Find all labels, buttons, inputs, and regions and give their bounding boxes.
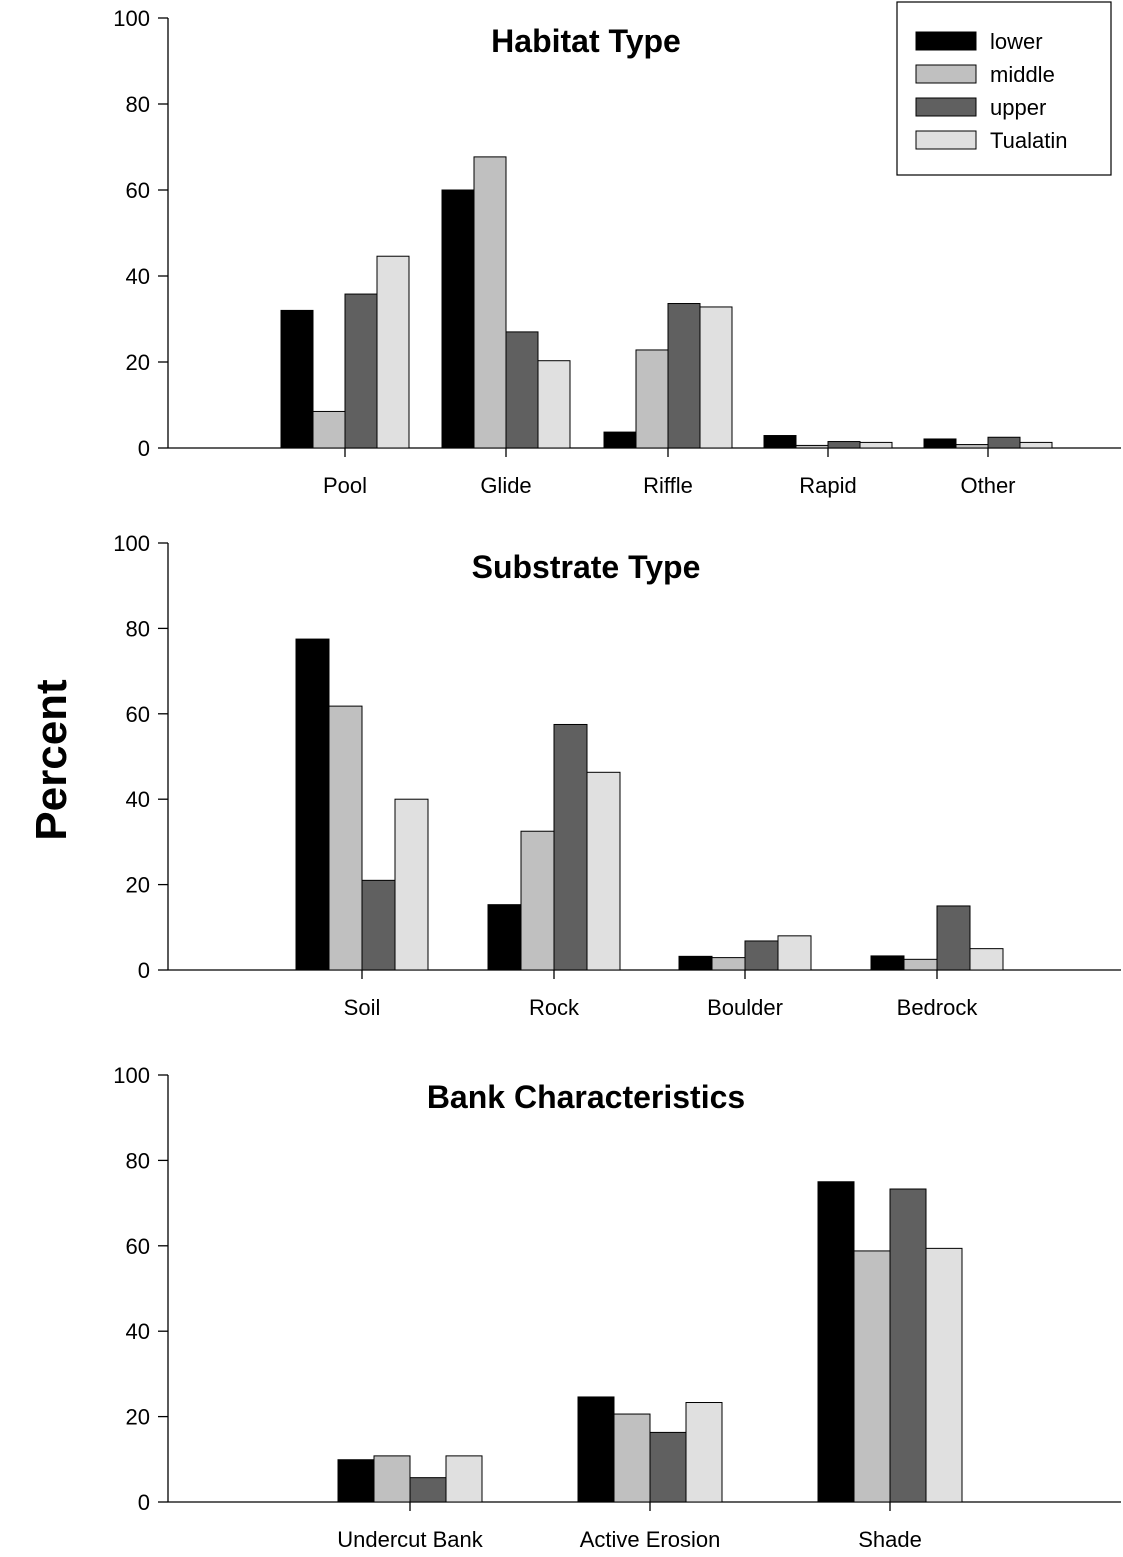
y-tick-label: 100: [113, 531, 150, 556]
legend-label-upper: upper: [990, 95, 1046, 120]
bar-middle-rock: [520, 830, 555, 971]
bar-upper-shade: [889, 1188, 927, 1503]
x-tick-label: Rock: [529, 995, 580, 1020]
y-tick-label: 0: [138, 958, 150, 983]
y-tick-label: 100: [113, 1063, 150, 1088]
bar-lower-undercut-bank: [337, 1459, 375, 1503]
y-tick-label: 80: [126, 92, 150, 117]
bar-lower-other: [923, 438, 957, 449]
bar-upper-rock: [553, 723, 588, 971]
bar-tualatin-other: [1019, 441, 1053, 449]
legend-label-middle: middle: [990, 62, 1055, 87]
bar-upper-rapid: [827, 441, 861, 449]
bar-middle-pool: [312, 410, 346, 449]
bar-middle-riffle: [635, 349, 669, 449]
bar-middle-glide: [473, 156, 507, 449]
bar-middle-active-erosion: [613, 1413, 651, 1503]
bar-lower-soil: [295, 638, 330, 971]
y-tick-label: 60: [126, 702, 150, 727]
chart-panel-habitat-type: 0 20 40 60 80 100 Habitat Type Pool Glide Riffle R…: [113, 6, 1121, 498]
x-tick-label: Other: [960, 473, 1015, 498]
x-tick-label: Glide: [480, 473, 531, 498]
y-tick-label: 20: [126, 1405, 150, 1430]
chart-title: Substrate Type: [472, 549, 701, 585]
chart-title: Bank Characteristics: [427, 1079, 745, 1115]
bar-tualatin-glide: [537, 360, 571, 449]
y-tick-label: 40: [126, 787, 150, 812]
y-axis-label: Percent: [27, 679, 76, 841]
legend: lower middle upper Tualatin: [896, 1, 1112, 176]
bar-lower-pool: [280, 309, 314, 449]
bar-upper-other: [987, 436, 1021, 449]
bar-upper-pool: [344, 293, 378, 449]
bar-middle-bedrock: [903, 958, 938, 971]
bar-upper-boulder: [744, 940, 779, 971]
legend-swatch-lower: [915, 31, 977, 51]
bar-tualatin-pool: [376, 255, 410, 449]
x-tick-label: Riffle: [643, 473, 693, 498]
bar-upper-undercut-bank: [409, 1477, 447, 1503]
bar-upper-bedrock: [936, 905, 971, 971]
bar-tualatin-rapid: [859, 441, 893, 449]
bar-tualatin-active-erosion: [685, 1402, 723, 1503]
y-tick-label: 40: [126, 1319, 150, 1344]
bar-tualatin-rock: [586, 771, 621, 971]
bar-tualatin-boulder: [777, 935, 812, 971]
bar-lower-boulder: [678, 955, 713, 971]
x-tick-label: Rapid: [799, 473, 856, 498]
bar-tualatin-riffle: [699, 306, 733, 449]
x-tick-label: Soil: [344, 995, 381, 1020]
legend-label-tualatin: Tualatin: [990, 128, 1067, 153]
legend-label-lower: lower: [990, 29, 1043, 54]
y-tick-label: 60: [126, 178, 150, 203]
y-tick-label: 80: [126, 1148, 150, 1173]
legend-swatch-middle: [915, 64, 977, 84]
y-tick-label: 100: [113, 6, 150, 31]
bar-lower-rapid: [763, 435, 797, 449]
x-tick-label: Boulder: [707, 995, 783, 1020]
bar-upper-active-erosion: [649, 1431, 687, 1503]
chart-panel-bank-characteristics: 0 20 40 60 80 100 Bank Characteristics Undercut…: [113, 1063, 1121, 1552]
legend-swatch-tualatin: [915, 130, 977, 150]
bar-upper-glide: [505, 331, 539, 449]
y-tick-label: 40: [126, 264, 150, 289]
chart-panels: 0 20 40 60 80 100 Habitat Type Pool Glide Riffle R…: [113, 6, 1121, 1552]
bar-lower-bedrock: [870, 955, 905, 971]
bar-upper-soil: [361, 879, 396, 971]
bar-lower-shade: [817, 1181, 855, 1503]
chart-title: Habitat Type: [491, 23, 681, 59]
bar-middle-rapid: [795, 444, 829, 449]
y-tick-label: 20: [126, 873, 150, 898]
bar-upper-riffle: [667, 303, 701, 449]
y-tick-label: 0: [138, 1490, 150, 1515]
bar-tualatin-bedrock: [969, 948, 1004, 971]
bar-lower-glide: [441, 189, 475, 449]
y-tick-label: 0: [138, 436, 150, 461]
bar-middle-undercut-bank: [373, 1455, 411, 1503]
bar-lower-riffle: [603, 431, 637, 449]
y-tick-label: 80: [126, 616, 150, 641]
x-tick-label: Active Erosion: [580, 1527, 721, 1552]
bar-tualatin-soil: [394, 798, 429, 971]
bar-tualatin-shade: [925, 1247, 963, 1503]
bar-middle-other: [955, 444, 989, 449]
chart-panel-substrate-type: 0 20 40 60 80 100 Substrate Type Soil Rock Boulde…: [113, 531, 1121, 1020]
x-tick-label: Bedrock: [897, 995, 979, 1020]
bar-tualatin-undercut-bank: [445, 1455, 483, 1503]
bar-middle-soil: [328, 705, 363, 971]
y-tick-label: 20: [126, 350, 150, 375]
y-tick-label: 60: [126, 1234, 150, 1259]
bar-middle-shade: [853, 1250, 891, 1503]
bar-lower-active-erosion: [577, 1396, 615, 1503]
x-tick-label: Undercut Bank: [337, 1527, 484, 1552]
bar-lower-rock: [487, 904, 522, 971]
legend-swatch-upper: [915, 97, 977, 117]
x-tick-label: Pool: [323, 473, 367, 498]
bar-middle-boulder: [711, 957, 746, 971]
x-tick-label: Shade: [858, 1527, 922, 1552]
